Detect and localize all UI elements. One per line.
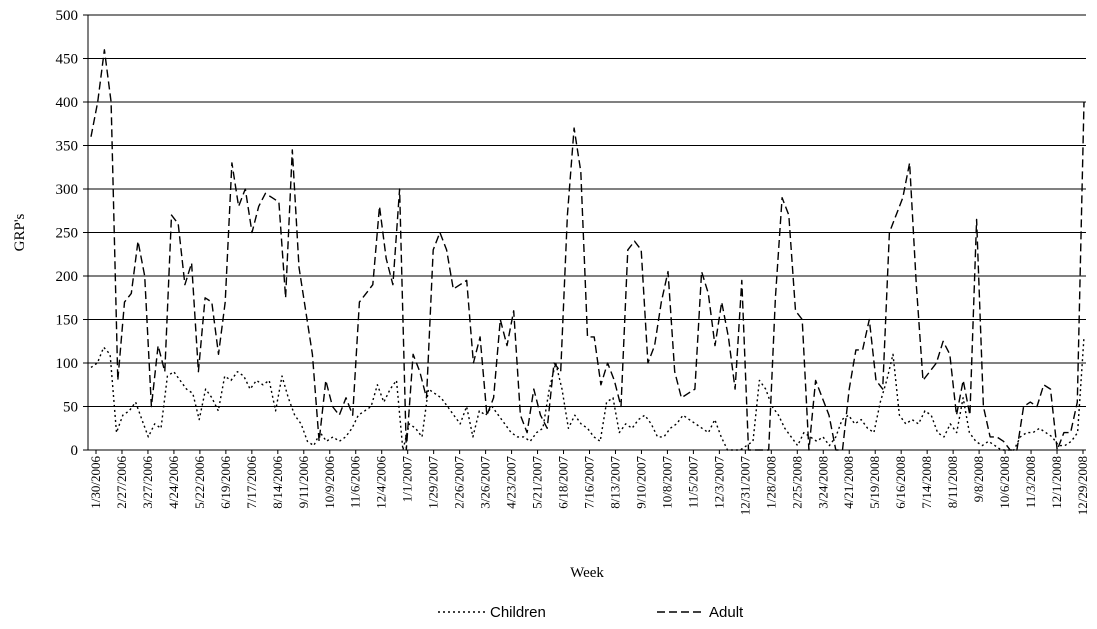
gridlines — [88, 14, 1086, 407]
y-tick-label: 400 — [56, 95, 79, 111]
x-tick-label: 1/29/2007 — [426, 456, 441, 509]
x-tick-label: 4/23/2007 — [504, 456, 519, 509]
x-tick-label: 2/25/2008 — [789, 456, 804, 509]
y-tick-label: 300 — [56, 182, 79, 198]
x-tick-label: 8/14/2006 — [270, 456, 285, 509]
x-tick-label: 2/26/2007 — [452, 456, 467, 509]
x-tick-label: 8/13/2007 — [607, 456, 622, 509]
x-tick-label: 10/9/2006 — [322, 456, 337, 509]
x-tick-label: 9/10/2007 — [633, 456, 648, 509]
series-line-children — [90, 336, 1085, 451]
x-tick-label: 12/4/2006 — [374, 456, 389, 509]
y-tick-label: 250 — [56, 226, 79, 242]
x-tick-label: 6/16/2008 — [893, 456, 908, 509]
x-tick-label: 10/8/2007 — [659, 456, 674, 509]
x-tick-label: 6/19/2006 — [218, 456, 233, 509]
legend: Children Adult — [438, 604, 744, 621]
x-tick-label: 1/30/2006 — [88, 456, 103, 509]
x-tick-label: 6/18/2007 — [556, 456, 571, 509]
x-tick-label: 7/16/2007 — [582, 456, 597, 509]
x-tick-label: 1/1/2007 — [400, 456, 415, 503]
x-tick-label: 12/3/2007 — [711, 456, 726, 509]
x-tick-label: 3/24/2008 — [815, 456, 830, 509]
x-tick-labels: 1/30/2006 2/27/2006 3/27/2006 4/24/2006 5/22… — [88, 450, 1090, 515]
x-tick-label: 12/31/2007 — [737, 456, 752, 516]
y-tick-label: 50 — [63, 400, 78, 416]
legend-label-children: Children — [490, 604, 546, 621]
x-tick-label: 11/5/2007 — [685, 456, 700, 509]
x-tick-label: 9/11/2006 — [296, 456, 311, 509]
x-tick-label: 12/29/2008 — [1075, 456, 1090, 515]
y-tick-labels: 0 50 100 150 200 250 300 350 400 450 500 — [56, 8, 88, 459]
x-tick-label: 4/21/2008 — [841, 456, 856, 509]
x-tick-label: 10/6/2008 — [997, 456, 1012, 509]
x-tick-label: 4/24/2006 — [166, 456, 181, 509]
x-tick-label: 2/27/2006 — [114, 456, 129, 509]
x-tick-label: 9/8/2008 — [971, 456, 986, 502]
x-tick-label: 5/21/2007 — [530, 456, 545, 509]
x-tick-label: 3/27/2006 — [140, 456, 155, 509]
x-tick-label: 3/26/2007 — [478, 456, 493, 509]
y-axis-title: GRP's — [12, 213, 28, 251]
y-tick-label: 500 — [56, 8, 79, 24]
y-tick-label: 0 — [71, 443, 79, 459]
y-tick-label: 200 — [56, 269, 79, 285]
x-tick-label: 11/6/2006 — [348, 456, 363, 509]
y-tick-label: 150 — [56, 313, 79, 329]
series-lines — [90, 49, 1085, 451]
x-tick-label: 5/19/2008 — [867, 456, 882, 509]
x-axis-title: Week — [570, 565, 604, 581]
y-tick-label: 100 — [56, 356, 79, 372]
y-tick-label: 350 — [56, 139, 79, 155]
x-tick-label: 1/28/2008 — [763, 456, 778, 509]
x-tick-label: 7/14/2008 — [919, 456, 934, 509]
x-tick-label: 8/11/2008 — [945, 456, 960, 508]
x-tick-label: 12/1/2008 — [1049, 456, 1064, 509]
series-line-adult — [90, 49, 1085, 451]
x-tick-label: 11/3/2008 — [1023, 456, 1038, 508]
y-tick-label: 450 — [56, 52, 79, 68]
x-tick-label: 5/22/2006 — [192, 456, 207, 509]
x-tick-label: 7/17/2006 — [244, 456, 259, 509]
legend-label-adult: Adult — [709, 604, 744, 621]
